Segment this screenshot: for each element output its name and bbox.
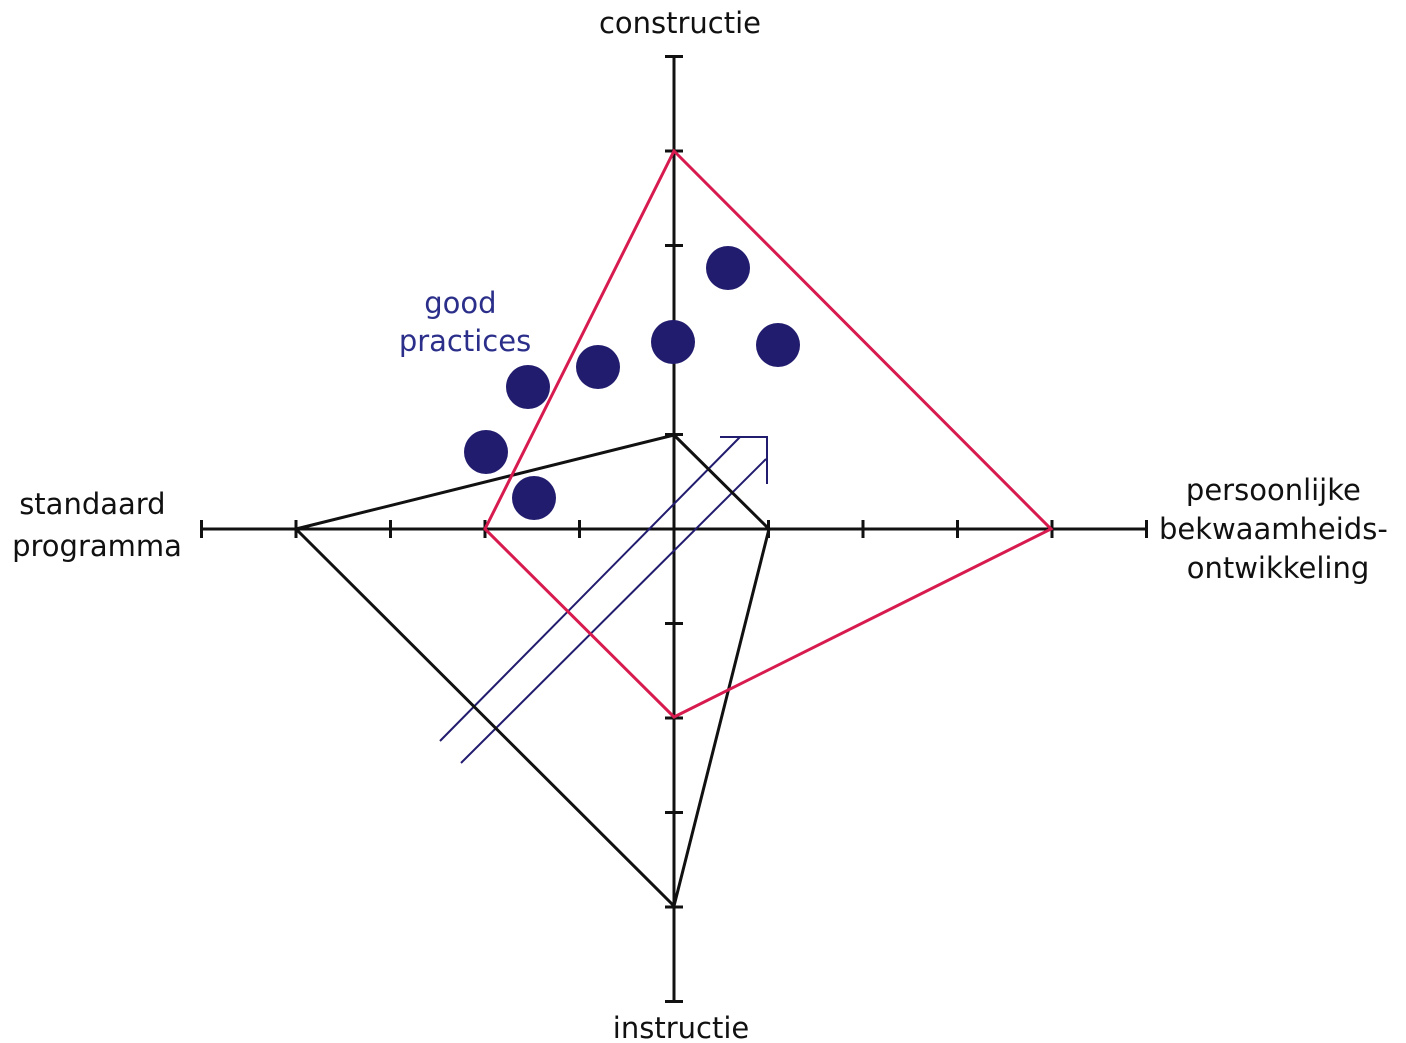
good-practice-dot xyxy=(464,430,508,474)
arrow-head xyxy=(720,436,768,484)
construction-profile-polygon xyxy=(483,148,1054,719)
axis-label-right-line: ontwikkeling xyxy=(1187,551,1370,585)
good-practice-dot xyxy=(651,320,695,364)
good-practice-dot xyxy=(706,246,750,290)
axis-label-left-line: standaard xyxy=(19,487,165,521)
axis-label-right-line: bekwaamheids- xyxy=(1159,512,1388,546)
axis-label-left: standaard programma xyxy=(12,487,182,563)
good-practices-label-line: good xyxy=(424,286,496,320)
good-practices-label: good practices xyxy=(399,286,531,358)
good-practice-dot xyxy=(576,345,620,389)
good-practice-dots xyxy=(464,246,800,520)
axes xyxy=(201,57,1147,1000)
good-practices-label-line: practices xyxy=(399,324,531,358)
arrow-shaft-upper xyxy=(439,436,741,742)
good-practice-dot xyxy=(756,323,800,367)
good-practice-dot xyxy=(506,365,550,409)
development-arrow xyxy=(439,436,768,764)
axis-label-left-line: programma xyxy=(12,529,182,563)
axis-label-right-line: persoonlijke xyxy=(1186,473,1361,507)
axis-label-top: constructie xyxy=(599,6,761,40)
axis-label-bottom: instructie xyxy=(613,1011,749,1043)
good-practice-dot xyxy=(512,476,556,520)
instruction-profile-polygon xyxy=(293,433,771,909)
arrow-shaft-lower xyxy=(460,458,767,764)
axis-label-right: persoonlijke bekwaamheids- ontwikkeling xyxy=(1159,473,1397,585)
